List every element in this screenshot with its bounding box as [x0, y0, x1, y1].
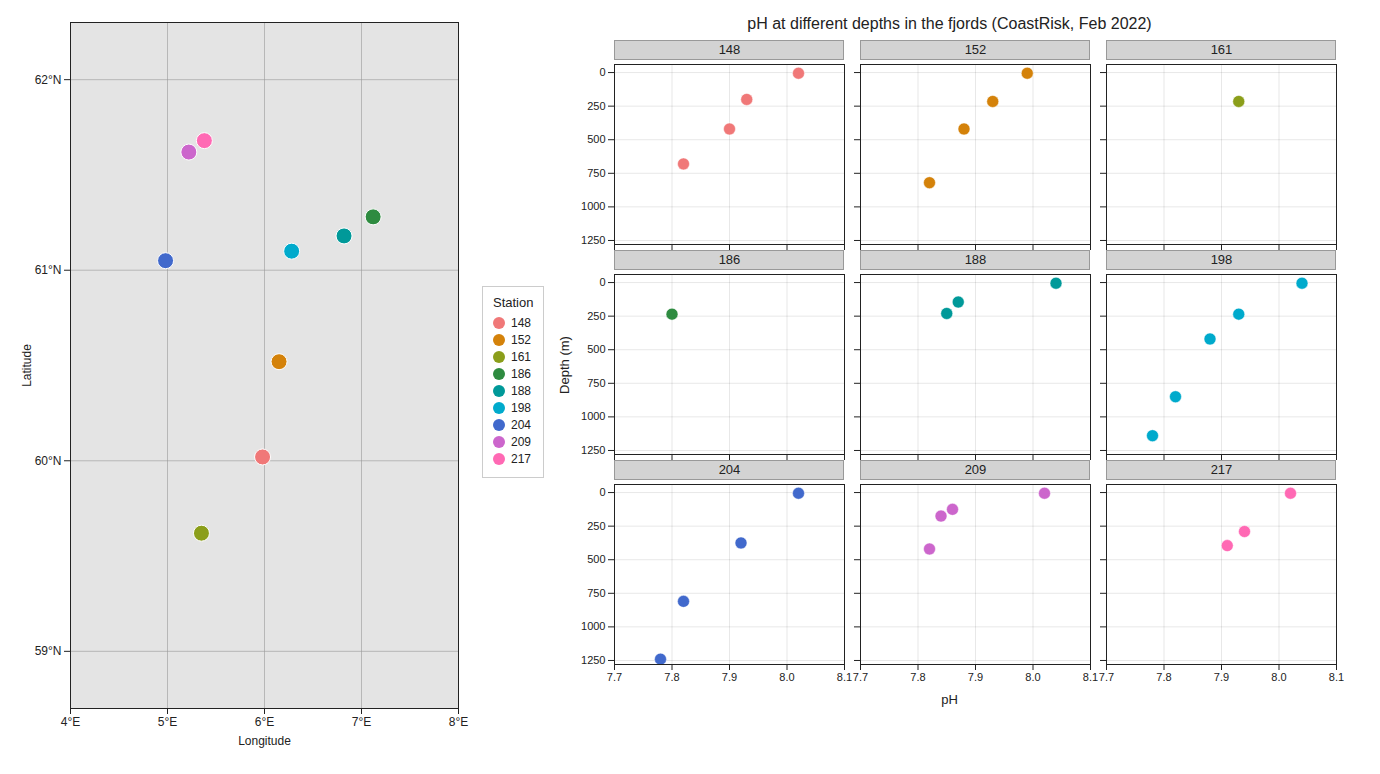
html-text:198: 198 [511, 401, 531, 415]
svg-text:8.0: 8.0 [1272, 671, 1287, 683]
svg-text:0: 0 [600, 276, 606, 288]
html-text:204: 204 [718, 462, 741, 477]
html-text:152: 152 [964, 42, 987, 57]
svg-text:0: 0 [600, 66, 606, 78]
svg-text:1000: 1000 [582, 200, 606, 212]
svg-text:8.1: 8.1 [1083, 671, 1098, 683]
svg-text:500: 500 [588, 553, 606, 565]
svg-text:Longitude: Longitude [238, 734, 291, 748]
html-text:186: 186 [511, 367, 531, 381]
svg-text:5°E: 5°E [158, 715, 177, 729]
html-text:198: 198 [1210, 252, 1233, 267]
html-text:161: 161 [511, 350, 531, 364]
html-text:161: 161 [1210, 42, 1233, 57]
svg-text:6°E: 6°E [255, 715, 274, 729]
svg-text:7.7: 7.7 [607, 671, 622, 683]
html-text:217: 217 [511, 452, 531, 466]
html-text:pH at different depths in the: pH at different depths in the fjords (Co… [747, 15, 1152, 32]
html-text:209: 209 [511, 435, 531, 449]
svg-text:500: 500 [588, 133, 606, 145]
html-text:186: 186 [718, 252, 741, 267]
html-text:152: 152 [511, 333, 531, 347]
svg-text:8°E: 8°E [449, 715, 468, 729]
svg-text:1250: 1250 [582, 654, 606, 666]
svg-text:250: 250 [588, 310, 606, 322]
html-text:204: 204 [511, 418, 531, 432]
svg-text:8.1: 8.1 [837, 671, 852, 683]
svg-text:Latitude: Latitude [20, 344, 34, 387]
html-text:188: 188 [964, 252, 987, 267]
svg-text:8.1: 8.1 [1329, 671, 1344, 683]
svg-text:1250: 1250 [582, 444, 606, 456]
html-text:148: 148 [511, 316, 531, 330]
svg-text:7.8: 7.8 [1157, 671, 1172, 683]
svg-text:0: 0 [600, 486, 606, 498]
svg-text:62°N: 62°N [35, 73, 62, 87]
svg-text:250: 250 [588, 520, 606, 532]
svg-text:250: 250 [588, 100, 606, 112]
svg-text:1000: 1000 [582, 410, 606, 422]
svg-text:7.7: 7.7 [1099, 671, 1114, 683]
svg-text:1000: 1000 [582, 620, 606, 632]
svg-text:8.0: 8.0 [780, 671, 795, 683]
svg-text:7.8: 7.8 [911, 671, 926, 683]
svg-text:750: 750 [588, 377, 606, 389]
svg-text:7.7: 7.7 [853, 671, 868, 683]
svg-text:500: 500 [588, 343, 606, 355]
svg-text:750: 750 [588, 167, 606, 179]
svg-text:7.9: 7.9 [1214, 671, 1229, 683]
svg-text:7.9: 7.9 [968, 671, 983, 683]
html-text:Depth (m): Depth (m) [557, 336, 572, 394]
svg-text:7°E: 7°E [352, 715, 371, 729]
html-text:Station: Station [493, 295, 534, 310]
html-text:148: 148 [718, 42, 741, 57]
html-text:217: 217 [1210, 462, 1233, 477]
svg-text:750: 750 [588, 587, 606, 599]
html-text:pH: pH [941, 692, 958, 707]
svg-text:7.8: 7.8 [665, 671, 680, 683]
svg-text:60°N: 60°N [35, 454, 62, 468]
svg-text:8.0: 8.0 [1026, 671, 1041, 683]
svg-text:7.9: 7.9 [722, 671, 737, 683]
svg-text:59°N: 59°N [35, 644, 62, 658]
svg-text:61°N: 61°N [35, 263, 62, 277]
html-text:188: 188 [511, 384, 531, 398]
svg-text:1250: 1250 [582, 234, 606, 246]
html-text:209: 209 [964, 462, 987, 477]
svg-text:4°E: 4°E [61, 715, 80, 729]
